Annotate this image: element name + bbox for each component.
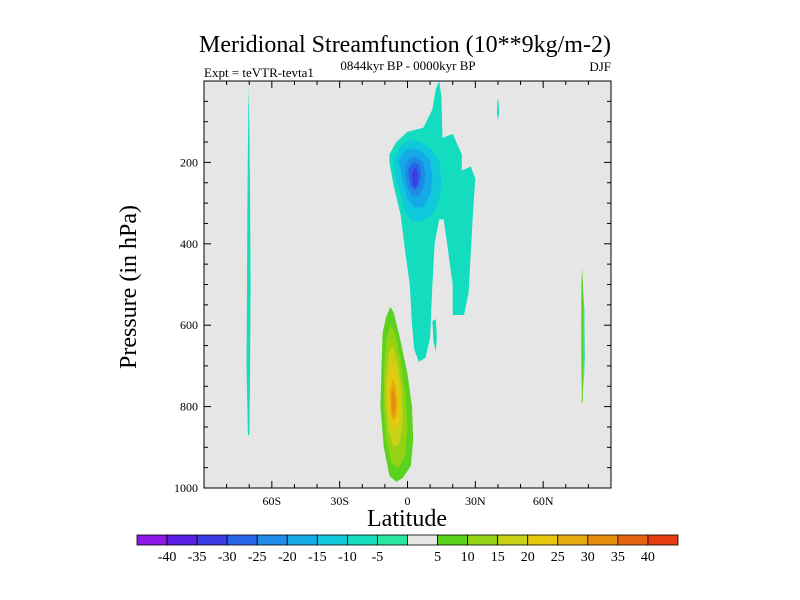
contour-nh-tiny-negative-blob [497,99,500,120]
center-subtitle: 0844kyr BP - 0000kyr BP [340,58,475,73]
y-tick-label: 400 [180,237,198,251]
x-tick-label: 60N [533,494,554,508]
y-tick-label: 600 [180,318,198,332]
colorbar-box [346,534,378,546]
y-tick-label: 200 [180,155,198,169]
colorbar-box [587,534,619,546]
colorbar-box [557,534,589,546]
contour-nh-high-lat-negative-edge [582,284,585,391]
colorbar-label: 5 [434,550,441,565]
colorbar-box [527,534,559,546]
colorbar-label: -15 [308,550,327,565]
colorbar-box [497,534,529,546]
colorbar-box [377,534,408,546]
colorbar-box [226,534,258,546]
contour-nh-small-negative-blob [432,319,437,352]
y-axis: 200 400 600 800 1000 [174,80,611,495]
colorbar-label: -40 [158,550,177,565]
colorbar-label: 20 [521,550,535,565]
contour-lower-positive-cell-core [391,388,396,417]
colorbar-box [647,534,679,546]
contour-upper-negative-cell-core [412,167,418,188]
y-tick-label: 1000 [174,481,198,495]
y-axis-title: Pressure (in hPa) [116,205,142,369]
colorbar-box [286,534,318,546]
contour-layer [246,81,585,482]
colorbar-box [617,534,649,546]
x-tick-label: 30S [330,494,349,508]
colorbar-label: -10 [338,550,357,565]
right-subtitle: DJF [589,59,611,74]
colorbar-label: -5 [372,550,384,565]
colorbar-label: -20 [278,550,297,565]
colorbar: -40 -35 -30 -25 -20 -15 -10 -5 5 10 15 20 25 30 35 40 [136,534,679,565]
colorbar-label: 30 [581,550,595,565]
colorbar-box [407,534,438,546]
colorbar-box [467,534,499,546]
contour-nh-high-lat-positive-strip [581,268,584,403]
x-tick-label: 0 [405,494,411,508]
chart-title: Meridional Streamfunction (10**9kg/m-2) [199,32,611,58]
colorbar-label: -35 [188,550,207,565]
x-axis: 60S 30S 0 30N 60N [203,81,612,508]
colorbar-label: 15 [491,550,505,565]
x-tick-label: 60S [262,494,281,508]
contour-sh-high-lat-negative-cell [246,87,251,436]
colorbar-box [166,534,198,546]
y-tick-label: 800 [180,400,198,414]
colorbar-label: -30 [218,550,237,565]
colorbar-label: -25 [248,550,267,565]
colorbar-box [196,534,228,546]
colorbar-label: 10 [461,550,475,565]
colorbar-box [437,534,469,546]
colorbar-box [136,534,168,546]
x-tick-label: 30N [465,494,486,508]
colorbar-label: 25 [551,550,565,565]
colorbar-label: 35 [611,550,625,565]
x-axis-title: Latitude [367,506,447,532]
colorbar-box [316,534,348,546]
left-subtitle: Expt = teVTR-tevta1 [204,65,314,80]
colorbar-label: 40 [641,550,655,565]
colorbar-box [256,534,288,546]
